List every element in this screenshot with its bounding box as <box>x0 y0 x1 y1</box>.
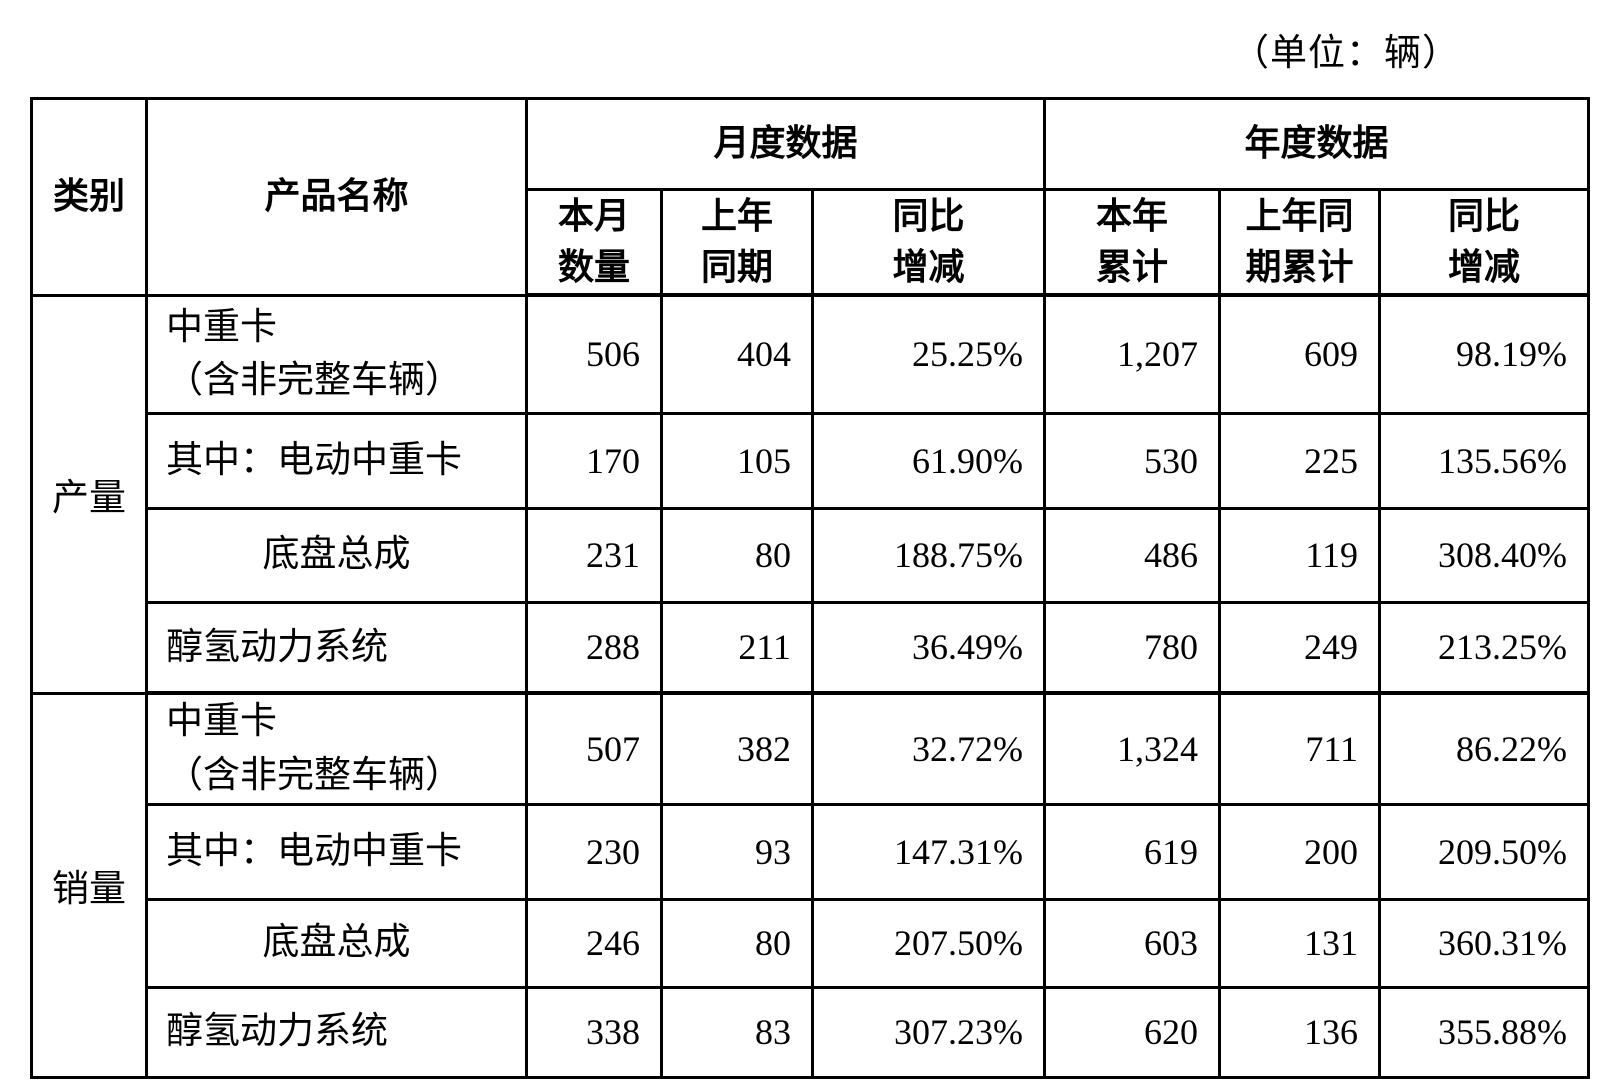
category-production: 产量 <box>30 293 148 695</box>
value-ytd: 530 <box>1043 411 1222 510</box>
table-row: 底盘总成 246 80 207.50% 603 131 360.31% <box>32 897 1591 989</box>
table-row: 底盘总成 231 80 188.75% 486 119 308.40% <box>32 506 1591 604</box>
table-row: 醇氢动力系统 338 83 307.23% 620 136 355.88% <box>32 985 1591 1079</box>
value-month-qty: 288 <box>525 600 663 696</box>
value-annual-yoy: 135.56% <box>1378 411 1591 510</box>
value-ytd: 1,324 <box>1043 691 1222 806</box>
value-prev-ytd: 225 <box>1218 411 1382 510</box>
header-annual-data: 年度数据 <box>1043 97 1591 191</box>
header-prev-year-period: 上年 同期 <box>660 188 814 298</box>
table-row: 其中：电动中重卡 170 105 61.90% 530 225 135.56% <box>32 411 1591 510</box>
value-month-prev: 105 <box>660 411 814 510</box>
value-month-prev: 83 <box>660 985 814 1079</box>
value-ytd: 780 <box>1043 600 1222 696</box>
value-annual-yoy: 98.19% <box>1378 293 1591 415</box>
production-sales-table: 类别 产品名称 月度数据 年度数据 本月 数量 上年 同期 同比 增减 本年 累… <box>30 97 1591 1079</box>
value-prev-ytd: 136 <box>1218 985 1382 1079</box>
value-month-qty: 231 <box>525 506 663 604</box>
product-name: 其中：电动中重卡 <box>145 802 528 901</box>
value-prev-ytd: 249 <box>1218 600 1382 696</box>
value-ytd: 620 <box>1043 985 1222 1079</box>
header-category: 类别 <box>30 97 148 297</box>
header-group-row: 类别 产品名称 月度数据 年度数据 <box>30 97 1591 297</box>
product-name: 底盘总成 <box>145 506 528 604</box>
table-row: 其中：电动中重卡 230 93 147.31% 619 200 209.50% <box>32 802 1591 901</box>
value-month-prev: 80 <box>660 506 814 604</box>
table-row: 醇氢动力系统 288 211 36.49% 780 249 213.25% <box>32 600 1591 696</box>
table-row: 销量 中重卡 （含非完整车辆） 507 382 32.72% 1,324 711… <box>30 691 1591 1079</box>
value-annual-yoy: 86.22% <box>1378 691 1591 806</box>
value-month-yoy: 188.75% <box>810 506 1047 604</box>
header-monthly-data: 月度数据 <box>524 97 1047 191</box>
value-month-prev: 80 <box>660 897 814 989</box>
category-sales: 销量 <box>30 691 148 1079</box>
value-prev-ytd: 119 <box>1218 506 1382 604</box>
value-month-yoy: 36.49% <box>810 600 1047 696</box>
header-annual-yoy-change: 同比 增减 <box>1378 188 1591 298</box>
value-month-prev: 382 <box>660 691 814 806</box>
table-row: 产量 中重卡 （含非完整车辆） 506 404 25.25% 1,207 609… <box>30 293 1591 695</box>
value-month-prev: 404 <box>660 293 814 415</box>
header-prev-ytd-total: 上年同 期累计 <box>1218 188 1382 298</box>
value-annual-yoy: 209.50% <box>1378 802 1591 901</box>
value-month-yoy: 147.31% <box>810 802 1047 901</box>
value-prev-ytd: 711 <box>1218 691 1382 806</box>
header-ytd-total: 本年 累计 <box>1043 188 1222 298</box>
value-prev-ytd: 200 <box>1218 802 1382 901</box>
header-month-quantity: 本月 数量 <box>525 188 663 298</box>
value-month-yoy: 61.90% <box>810 411 1047 510</box>
unit-note: （单位：辆） <box>1232 33 1460 74</box>
value-month-qty: 170 <box>525 411 663 510</box>
header-monthly-yoy-change: 同比 增减 <box>810 188 1047 298</box>
value-ytd: 603 <box>1043 897 1222 989</box>
value-month-qty: 246 <box>525 897 663 989</box>
value-month-prev: 211 <box>660 600 814 696</box>
product-name: 底盘总成 <box>145 897 528 989</box>
value-month-qty: 338 <box>525 985 663 1079</box>
value-prev-ytd: 609 <box>1218 293 1382 415</box>
value-ytd: 619 <box>1043 802 1222 901</box>
product-name: 中重卡 （含非完整车辆） <box>145 293 528 415</box>
value-month-yoy: 32.72% <box>810 691 1047 806</box>
value-month-qty: 507 <box>525 691 663 806</box>
value-month-yoy: 25.25% <box>810 293 1047 415</box>
value-annual-yoy: 308.40% <box>1378 506 1591 604</box>
value-ytd: 486 <box>1043 506 1222 604</box>
value-month-qty: 230 <box>525 802 663 901</box>
product-name: 醇氢动力系统 <box>145 600 528 696</box>
value-prev-ytd: 131 <box>1218 897 1382 989</box>
value-ytd: 1,207 <box>1043 293 1222 415</box>
value-annual-yoy: 355.88% <box>1378 985 1591 1079</box>
product-name: 醇氢动力系统 <box>145 985 528 1079</box>
header-sub-row: 本月 数量 上年 同期 同比 增减 本年 累计 上年同 期累计 同比 增减 <box>32 188 1591 298</box>
product-name: 其中：电动中重卡 <box>145 411 528 510</box>
value-month-yoy: 307.23% <box>810 985 1047 1079</box>
value-annual-yoy: 360.31% <box>1378 897 1591 989</box>
header-product-name: 产品名称 <box>145 97 528 297</box>
product-name: 中重卡 （含非完整车辆） <box>145 691 528 806</box>
value-month-prev: 93 <box>660 802 814 901</box>
value-month-qty: 506 <box>525 293 663 415</box>
value-month-yoy: 207.50% <box>810 897 1047 989</box>
value-annual-yoy: 213.25% <box>1378 600 1591 696</box>
